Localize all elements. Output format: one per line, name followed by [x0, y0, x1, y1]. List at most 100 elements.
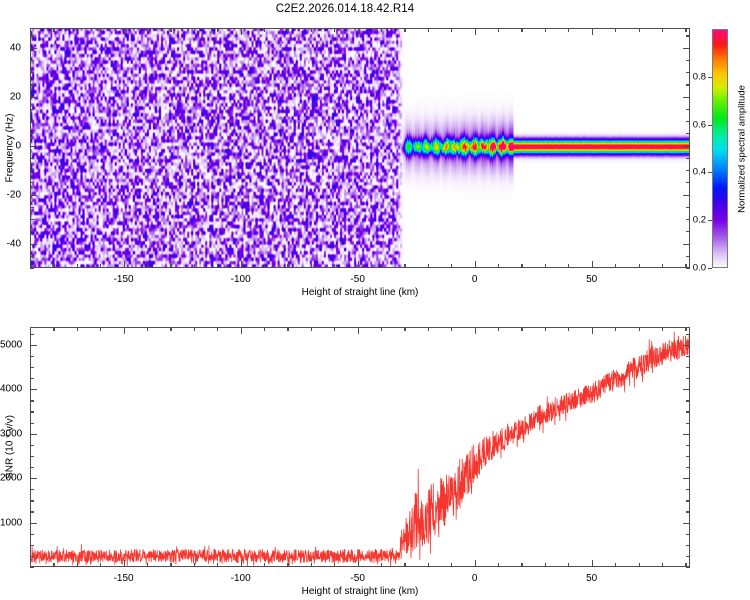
x-tick-top — [521, 327, 523, 331]
y-tick-right — [683, 522, 690, 524]
y-tick-minor — [30, 500, 34, 502]
x-tick-minor — [544, 563, 547, 567]
x-tick-minor — [474, 261, 476, 268]
y-tick-right — [683, 194, 690, 196]
y-tick-right — [686, 411, 690, 413]
y-tick-minor — [30, 355, 34, 358]
y-tick-right — [686, 108, 690, 110]
x-tick-top — [638, 28, 640, 32]
x-tick-minor — [334, 264, 336, 268]
x-tick-minor — [661, 563, 664, 567]
x-tick-minor — [100, 264, 102, 268]
y-tick-right — [686, 219, 690, 221]
x-tick-top — [30, 28, 32, 32]
x-tick-top — [123, 327, 125, 334]
y-tick-right — [686, 59, 690, 62]
y-axis-ticklabel: -40 — [6, 238, 21, 249]
y-tick-minor — [30, 133, 34, 135]
y-tick-minor — [30, 489, 34, 491]
y-tick-minor — [30, 367, 34, 369]
x-tick-minor — [591, 261, 593, 268]
x-tick-top — [661, 327, 664, 331]
x-tick-top — [310, 327, 313, 331]
y-axis-ticklabel: 4000 — [0, 383, 23, 395]
y-tick-minor — [30, 243, 37, 245]
y-tick-right — [686, 355, 690, 358]
x-tick-minor — [264, 264, 266, 268]
x-tick-minor — [568, 563, 570, 567]
y-tick-minor — [30, 333, 34, 335]
y-tick-minor — [30, 47, 37, 49]
y-tick-minor — [30, 389, 37, 391]
x-tick-minor — [264, 563, 266, 567]
x-tick-top — [240, 28, 242, 35]
y-tick-minor — [30, 400, 34, 402]
x-tick-top — [287, 327, 289, 331]
spectrogram-image — [31, 29, 689, 267]
x-axis-ticklabel: 50 — [586, 274, 598, 285]
x-axis-ticklabel: -150 — [113, 274, 134, 285]
x-tick-minor — [544, 264, 547, 268]
y-tick-right — [686, 35, 690, 37]
x-tick-minor — [310, 563, 313, 567]
x-tick-top — [217, 28, 219, 32]
x-tick-minor — [123, 560, 125, 567]
y-tick-right — [686, 231, 690, 233]
y-tick-minor — [30, 467, 34, 469]
x-axis-ticklabel: -100 — [230, 573, 251, 584]
y-tick-minor — [30, 544, 34, 546]
y-tick-right — [686, 206, 690, 208]
x-axis-title: Height of straight line (km) — [301, 586, 419, 597]
x-tick-top — [404, 327, 406, 331]
y-axis-title: SNR (10 * v/v) — [4, 415, 16, 479]
x-tick-minor — [427, 563, 430, 567]
x-tick-top — [147, 327, 149, 331]
y-tick-minor — [30, 96, 37, 98]
x-tick-top — [287, 28, 289, 32]
x-tick-minor — [685, 264, 687, 268]
x-tick-top — [661, 28, 664, 32]
y-axis-title: Frequency (Hz) — [4, 113, 16, 183]
x-tick-top — [685, 28, 687, 32]
y-axis-ticklabel: 20 — [9, 91, 21, 103]
y-tick-minor — [30, 433, 37, 435]
x-tick-top — [100, 28, 102, 32]
x-tick-minor — [638, 563, 640, 567]
x-tick-minor — [123, 261, 125, 268]
x-tick-top — [685, 327, 687, 331]
y-tick-minor — [30, 411, 34, 413]
y-tick-right — [686, 378, 690, 380]
x-tick-top — [76, 28, 78, 32]
x-tick-top — [544, 327, 547, 331]
y-tick-minor — [30, 231, 34, 233]
x-tick-minor — [240, 261, 242, 268]
x-tick-top — [498, 327, 500, 331]
x-tick-minor — [638, 264, 640, 268]
x-tick-minor — [287, 264, 289, 268]
x-tick-top — [147, 28, 149, 32]
colorbar-tick — [708, 268, 712, 269]
x-tick-top — [100, 327, 102, 331]
colorbar-tick — [708, 76, 712, 78]
x-tick-minor — [381, 563, 383, 567]
colorbar-gradient — [713, 30, 727, 267]
x-tick-minor — [451, 563, 453, 567]
colorbar-ticklabel: 0.0 — [692, 262, 706, 274]
x-tick-minor — [615, 264, 617, 268]
x-tick-top — [53, 327, 55, 331]
x-tick-top — [615, 28, 617, 32]
y-tick-right — [683, 433, 690, 435]
x-tick-minor — [615, 563, 617, 567]
x-tick-minor — [170, 264, 172, 268]
x-tick-top — [568, 327, 570, 331]
y-tick-minor — [30, 35, 34, 37]
y-tick-right — [686, 544, 690, 546]
x-tick-minor — [30, 563, 32, 567]
colorbar — [712, 29, 728, 268]
y-tick-minor — [30, 72, 34, 74]
x-tick-minor — [147, 563, 149, 567]
x-tick-minor — [217, 264, 219, 268]
x-tick-minor — [404, 264, 406, 268]
y-tick-right — [686, 133, 690, 135]
y-tick-minor — [30, 170, 34, 172]
